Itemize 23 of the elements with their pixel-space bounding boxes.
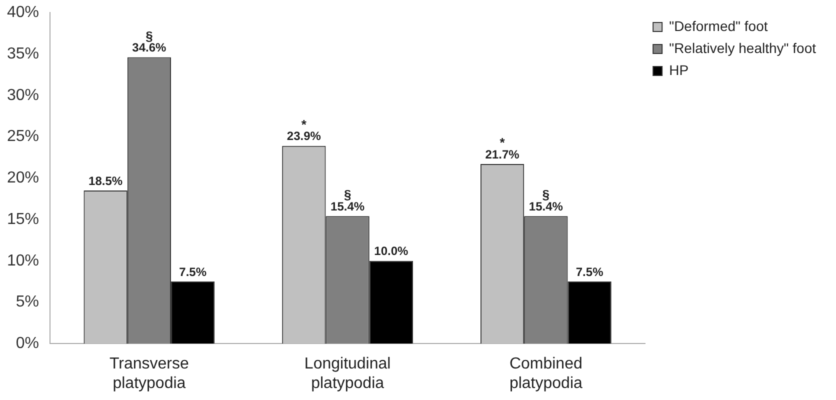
y-tick-label: 30%	[6, 86, 40, 104]
y-tick-label: 0%	[16, 335, 40, 352]
legend-label: "Relatively healthy" foot	[669, 40, 816, 56]
y-tick-label: 10%	[6, 252, 40, 270]
data-label: 7.5%	[179, 264, 207, 279]
y-tick-label: 40%	[6, 4, 40, 22]
y-tick-label: 15%	[6, 210, 40, 228]
legend-label: HP	[669, 62, 689, 78]
data-label: 23.9%	[286, 129, 322, 144]
x-tick-label: Transverse platypodia	[109, 356, 190, 392]
x-tick-label: Combined platypodia	[509, 356, 582, 392]
x-tick-label: Longitudinal platypodia	[304, 356, 391, 392]
data-label: 18.5%	[88, 174, 123, 188]
annotation: §	[146, 28, 153, 44]
data-label: 7.5%	[576, 264, 604, 279]
y-tick-label: 5%	[16, 294, 40, 311]
y-tick-label: 35%	[6, 45, 40, 62]
data-label: 10.0%	[374, 244, 409, 258]
y-tick-label: 25%	[6, 128, 40, 146]
data-label: 34.6%	[132, 40, 167, 55]
legend-label: "Deformed" foot	[669, 18, 768, 34]
y-tick-label: 20%	[6, 170, 40, 187]
annotation: *	[301, 116, 308, 132]
